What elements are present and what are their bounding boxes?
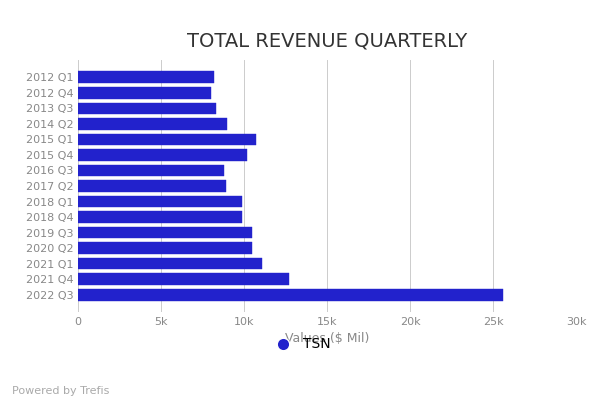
Bar [78,180,226,192]
Bar [78,118,227,130]
X-axis label: Values ($ Mil): Values ($ Mil) [285,332,369,346]
Bar [78,227,253,238]
Bar [78,196,242,207]
Bar [78,258,262,270]
Bar [78,102,216,114]
Title: TOTAL REVENUE QUARTERLY: TOTAL REVENUE QUARTERLY [187,31,467,50]
Bar [78,273,289,285]
Bar [78,72,214,83]
Bar [78,289,503,300]
Bar [78,134,256,145]
Bar [78,165,224,176]
Bar [78,87,211,99]
Bar [78,242,253,254]
Bar [78,211,242,223]
Legend: TSN: TSN [264,332,336,357]
Text: Powered by Trefis: Powered by Trefis [12,386,109,396]
Bar [78,149,247,161]
